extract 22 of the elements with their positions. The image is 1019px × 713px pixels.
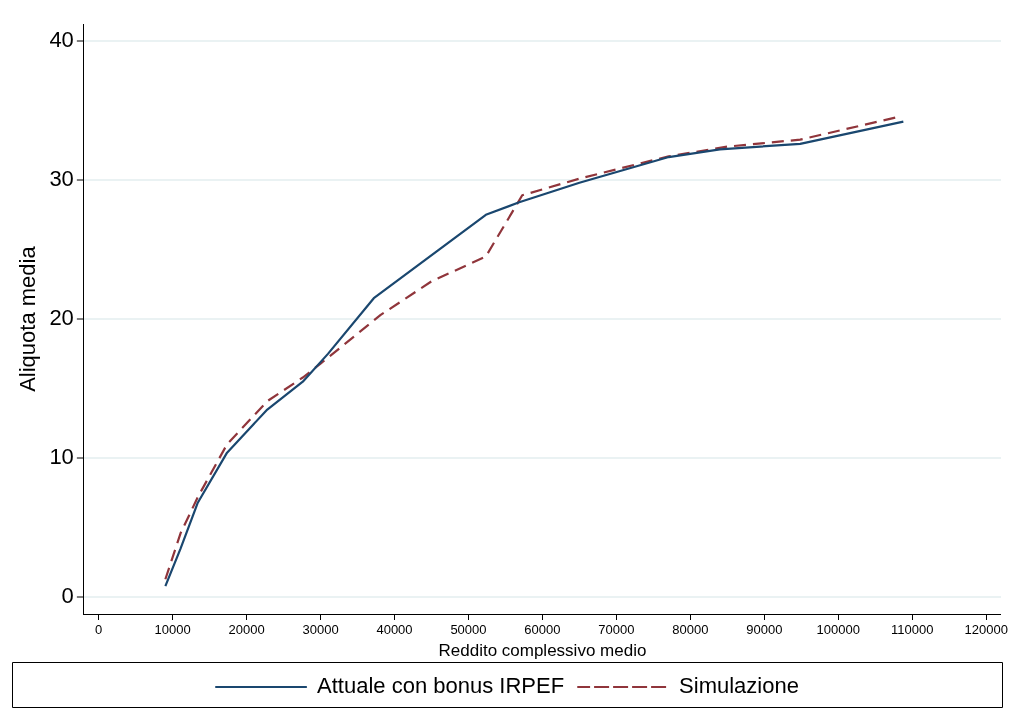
x-tick-label: 100000: [816, 622, 860, 638]
y-axis-title: Aliquota media: [15, 245, 41, 392]
x-tick-label: 80000: [672, 622, 709, 638]
y-tick-label: 20: [49, 305, 74, 331]
x-tick-label: 90000: [746, 622, 783, 638]
x-tick-label: 40000: [376, 622, 413, 638]
x-tick-label: 30000: [302, 622, 339, 638]
x-tick-label: 50000: [450, 622, 487, 638]
y-tick-label: 0: [61, 583, 74, 609]
legend-label: Simulazione: [679, 673, 799, 699]
x-tick-label: 20000: [228, 622, 265, 638]
x-tick-label: 110000: [891, 622, 934, 638]
x-axis-title: Reddito complessivo medio: [438, 641, 647, 661]
x-tick-label: 120000: [964, 622, 1008, 638]
x-tick-label: 0: [95, 622, 103, 638]
y-tick-label: 40: [49, 26, 74, 52]
legend-label: Attuale con bonus IRPEF: [317, 673, 565, 699]
y-tick-label: 30: [49, 166, 74, 192]
y-tick-label: 10: [49, 444, 74, 470]
x-tick-label: 10000: [154, 622, 191, 638]
x-tick-label: 70000: [598, 622, 635, 638]
x-tick-label: 60000: [524, 622, 561, 638]
